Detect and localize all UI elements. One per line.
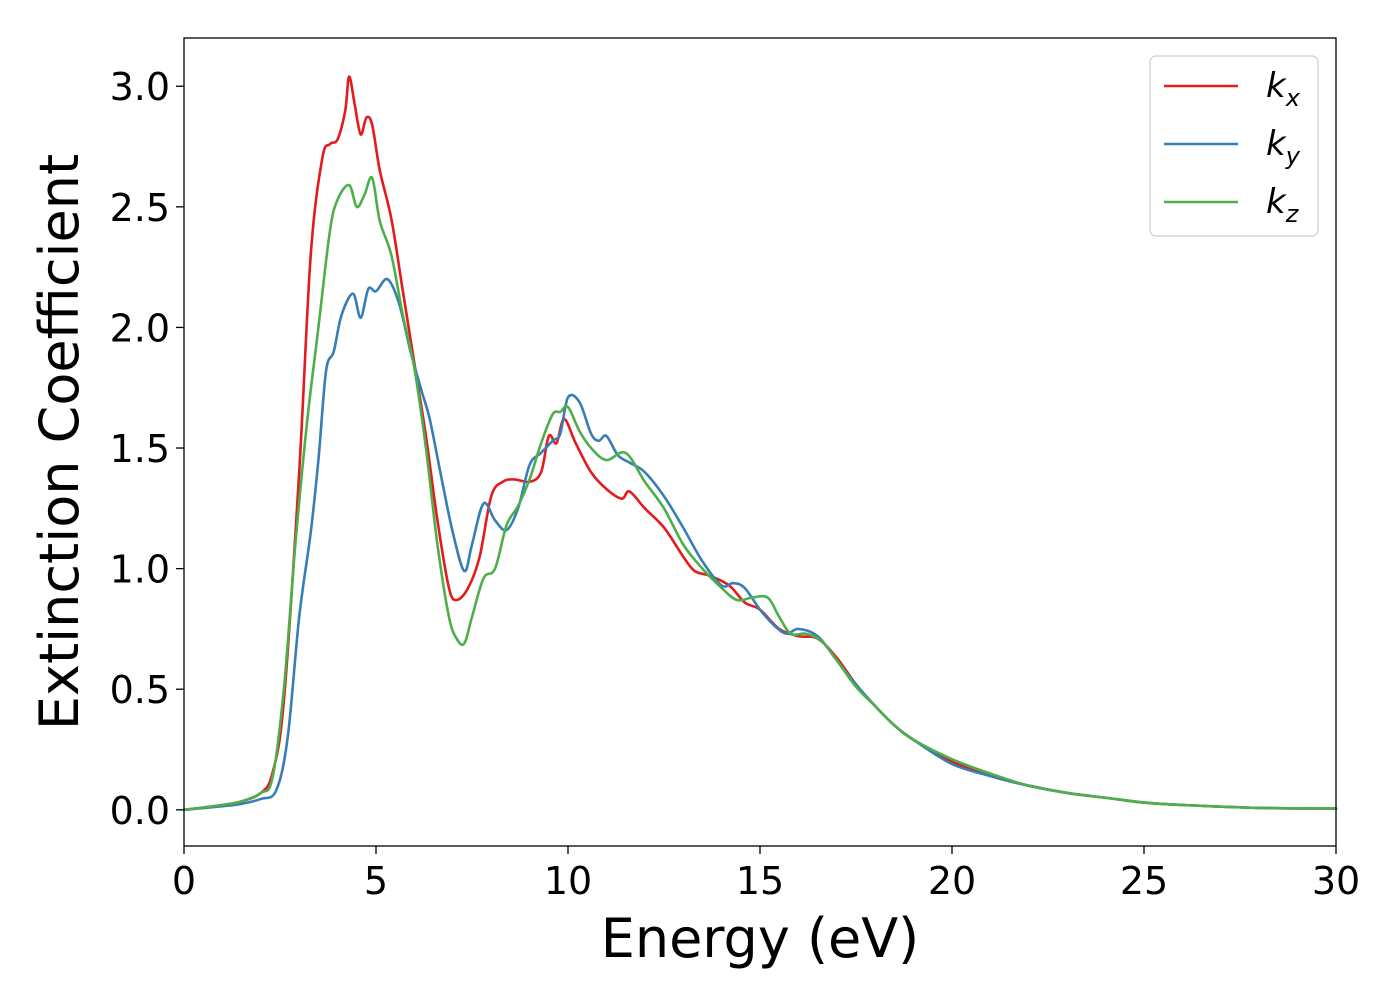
y-tick-label: 0.0 <box>110 789 170 833</box>
series-lines <box>182 75 1338 812</box>
series-line-k-z <box>182 175 1338 812</box>
x-tick-label: 25 <box>1120 859 1168 903</box>
x-tick-label: 0 <box>172 859 196 903</box>
legend-box <box>1149 55 1319 237</box>
y-tick-label: 2.0 <box>110 306 170 350</box>
y-axis-title: Extinction Coefficient <box>28 154 91 730</box>
y-tick-label: 3.0 <box>110 65 170 109</box>
y-tick-label: 2.5 <box>110 186 170 230</box>
plot-background <box>184 38 1336 846</box>
x-tick-label: 20 <box>928 859 976 903</box>
x-axis-title: Energy (eV) <box>601 907 920 970</box>
y-tick-label: 1.0 <box>110 548 170 592</box>
y-axis: 0.0 0.5 1.0 1.5 2.0 2.5 3.0 <box>110 65 184 833</box>
x-axis: 0 5 10 15 20 25 30 <box>172 846 1360 903</box>
x-tick-label: 10 <box>544 859 592 903</box>
x-tick-label: 30 <box>1312 859 1360 903</box>
y-tick-label: 0.5 <box>110 668 170 712</box>
y-tick-label: 1.5 <box>110 427 170 471</box>
x-tick-label: 5 <box>364 859 388 903</box>
x-tick-label: 15 <box>736 859 784 903</box>
